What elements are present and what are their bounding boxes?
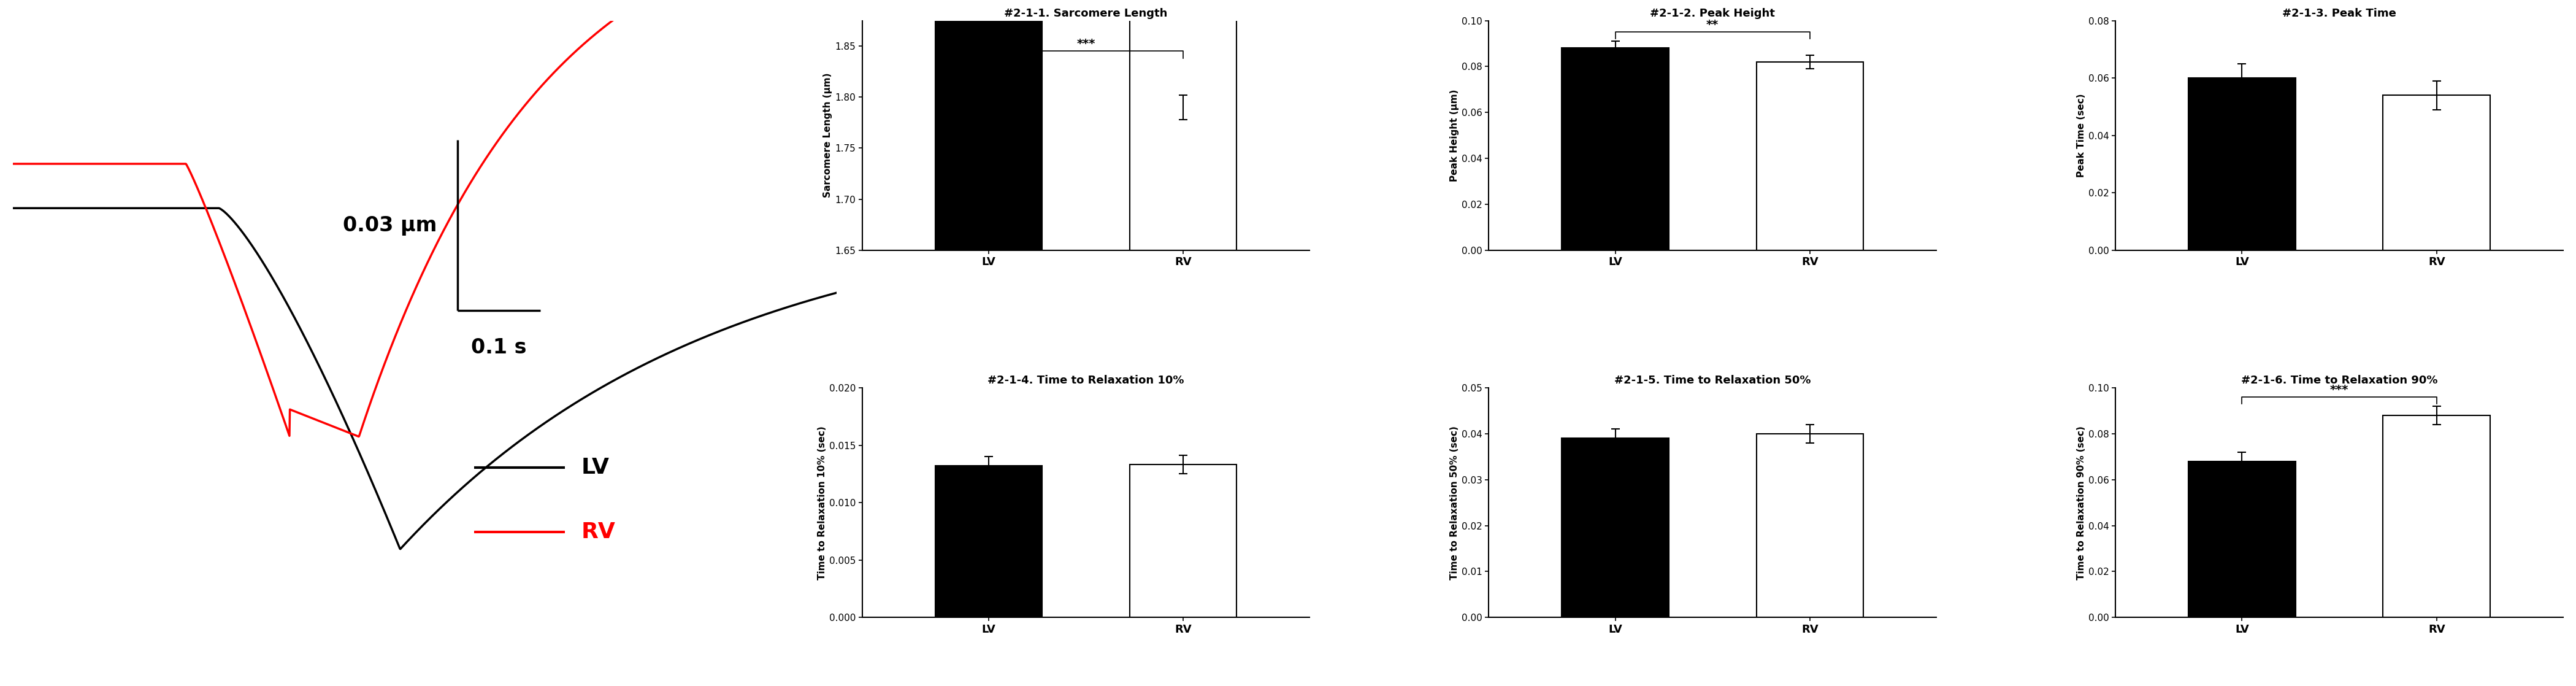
Bar — [1757, 434, 1862, 617]
Text: ***: *** — [1077, 38, 1095, 50]
Bar — [2383, 95, 2491, 250]
Bar — [1131, 0, 1236, 250]
Text: **: ** — [1705, 19, 1718, 31]
Bar — [935, 0, 1043, 250]
Bar — [2190, 461, 2295, 617]
Text: LV: LV — [582, 457, 611, 477]
Y-axis label: Time to Relaxation 10% (sec): Time to Relaxation 10% (sec) — [817, 426, 827, 580]
Bar — [1757, 62, 1862, 250]
Bar — [935, 466, 1043, 617]
Text: 0.03 μm: 0.03 μm — [343, 215, 438, 235]
Bar — [2383, 416, 2491, 617]
Y-axis label: Peak Height (μm): Peak Height (μm) — [1450, 89, 1458, 182]
Text: RV: RV — [582, 522, 616, 543]
Title: #2-1-3. Peak Time: #2-1-3. Peak Time — [2282, 8, 2396, 19]
Y-axis label: Peak Time (sec): Peak Time (sec) — [2076, 93, 2087, 177]
Title: #2-1-6. Time to Relaxation 90%: #2-1-6. Time to Relaxation 90% — [2241, 375, 2437, 386]
Bar — [2190, 78, 2295, 250]
Text: ***: *** — [2329, 384, 2349, 396]
Title: #2-1-1. Sarcomere Length: #2-1-1. Sarcomere Length — [1005, 8, 1167, 19]
Title: #2-1-5. Time to Relaxation 50%: #2-1-5. Time to Relaxation 50% — [1615, 375, 1811, 386]
Y-axis label: Time to Relaxation 50% (sec): Time to Relaxation 50% (sec) — [1450, 425, 1458, 580]
Y-axis label: Sarcomere Length (μm): Sarcomere Length (μm) — [824, 73, 832, 198]
Title: #2-1-4. Time to Relaxation 10%: #2-1-4. Time to Relaxation 10% — [987, 375, 1185, 386]
Bar — [1561, 48, 1669, 250]
Bar — [1131, 464, 1236, 617]
Title: #2-1-2. Peak Height: #2-1-2. Peak Height — [1651, 8, 1775, 19]
Y-axis label: Time to Relaxation 90% (sec): Time to Relaxation 90% (sec) — [2076, 425, 2087, 580]
Bar — [1561, 438, 1669, 617]
Text: 0.1 s: 0.1 s — [471, 338, 526, 358]
